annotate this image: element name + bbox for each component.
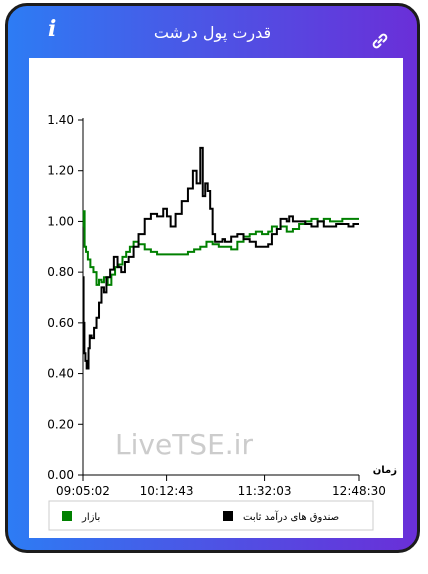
- watermark-text: LiveTSE.ir: [115, 428, 253, 461]
- y-tick-label: 1.20: [47, 164, 74, 178]
- legend-box: [48, 500, 374, 531]
- y-tick-label: 0.40: [47, 367, 74, 381]
- chart-axes: 0.00 0.20 0.40 0.60 0.80 1.00 1.20 1.40 09:05:02…: [47, 113, 397, 498]
- series-line-fixed-income: [82, 146, 359, 370]
- card-title: قدرت پول درشت: [153, 22, 272, 42]
- y-tick-label: 0.20: [47, 417, 74, 431]
- chart-legend: بازار صندوق های درآمد ثابت: [48, 500, 374, 531]
- y-tick-label: 0.00: [47, 468, 74, 482]
- y-tick-label: 1.40: [47, 113, 74, 127]
- series-line-market: [82, 210, 359, 286]
- legend-label-market: بازار: [81, 512, 100, 523]
- line-chart: 0.00 0.20 0.40 0.60 0.80 1.00 1.20 1.40 09:05:02…: [47, 113, 397, 531]
- link-icon[interactable]: [371, 32, 389, 50]
- x-tick-label: 09:05:02: [56, 484, 110, 498]
- x-axis-label: زمان: [373, 465, 397, 476]
- legend-swatch-fixed-income: [223, 511, 233, 521]
- x-tick-label: 12:48:30: [332, 484, 386, 498]
- x-tick-label: 11:32:03: [238, 484, 292, 498]
- chart-card: قدرت پول درشت i 0.00 0.20 0.40 0.60 0.80 1.00…: [5, 3, 420, 553]
- chart-panel: 0.00 0.20 0.40 0.60 0.80 1.00 1.20 1.40 09:05:02…: [29, 58, 403, 538]
- x-tick-label: 10:12:43: [140, 484, 194, 498]
- legend-swatch-market: [62, 511, 72, 521]
- card-header: قدرت پول درشت: [8, 6, 417, 58]
- series-layer: [82, 146, 359, 370]
- y-tick-label: 0.60: [47, 316, 74, 330]
- y-tick-label: 1.00: [47, 214, 74, 228]
- legend-label-fixed-income: صندوق های درآمد ثابت: [243, 510, 339, 523]
- info-icon[interactable]: i: [48, 16, 57, 42]
- y-tick-label: 0.80: [47, 265, 74, 279]
